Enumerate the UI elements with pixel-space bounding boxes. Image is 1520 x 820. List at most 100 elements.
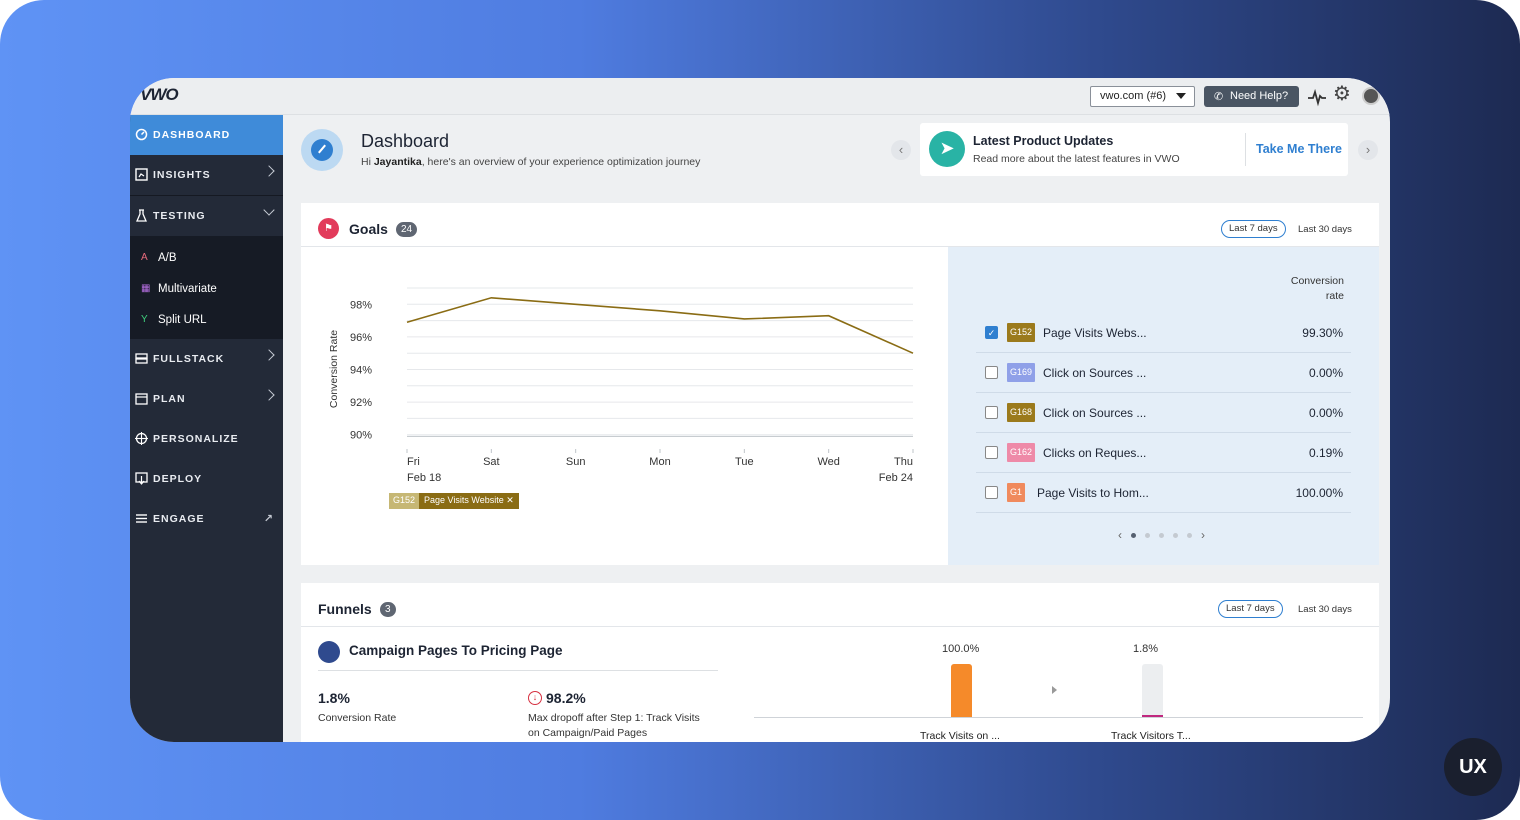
sidebar-item-label: DEPLOY (153, 473, 203, 485)
vwo-logo[interactable]: VWO (140, 85, 179, 104)
page-dot[interactable] (1173, 532, 1178, 538)
top-bar: VWO vwo.com (#6) ✆ Need Help? ⚙ (130, 78, 1390, 115)
goal-checkbox[interactable] (985, 366, 998, 379)
divider (318, 670, 718, 671)
engage-icon (136, 514, 147, 523)
updates-next-button[interactable]: › (1358, 140, 1378, 160)
chart-y-tick-label: 98% (350, 299, 372, 311)
need-help-button[interactable]: ✆ Need Help? (1204, 86, 1299, 107)
chart-x-tick-label: Sat (483, 456, 500, 468)
user-avatar-icon[interactable] (1362, 87, 1380, 105)
step-arrow-icon (1052, 686, 1057, 694)
goal-row[interactable]: G1 Page Visits to Hom... 100.00% (976, 473, 1351, 513)
rocket-icon: ➤ (929, 131, 965, 167)
dashboard-gauge-icon (301, 129, 343, 171)
range-last-30-days[interactable]: Last 30 days (1298, 604, 1352, 615)
sidebar-subitem-ab[interactable]: A A/B (130, 242, 283, 273)
chart-x-tick-label: Wed (817, 456, 839, 468)
range-last-7-days[interactable]: Last 7 days (1218, 600, 1283, 618)
goals-list: Conversion rate ✓ G152 Page Visits Webs...… (948, 247, 1379, 565)
goal-name: Click on Sources ... (1043, 365, 1147, 380)
split-icon: Y (141, 314, 148, 325)
goal-checkbox[interactable] (985, 406, 998, 419)
goal-name: Page Visits to Hom... (1037, 485, 1149, 500)
funnel-step-bar[interactable] (951, 664, 972, 717)
chart-x-tick-label: Tue (735, 456, 754, 468)
sidebar-item-personalize[interactable]: PERSONALIZE (130, 419, 283, 459)
conversion-rate-label: Conversion Rate (318, 712, 397, 724)
legend-goal-id: G152 (389, 493, 420, 509)
goal-row[interactable]: G168 Click on Sources ... 0.00% (976, 393, 1351, 433)
sidebar-item-engage[interactable]: ENGAGE ↗ (130, 499, 283, 539)
range-last-7-days[interactable]: Last 7 days (1221, 220, 1286, 238)
sidebar: DASHBOARD INSIGHTS TESTING A A/B ▦ (130, 115, 283, 742)
page-dot[interactable] (1131, 532, 1136, 538)
phone-icon: ✆ (1214, 91, 1224, 103)
updates-subtitle: Read more about the latest features in V… (973, 153, 1180, 165)
goal-conversion-rate: 100.00% (1295, 485, 1343, 500)
goal-row[interactable]: G162 Clicks on Reques... 0.19% (976, 433, 1351, 473)
chart-legend-chip[interactable]: G152 Page Visits Website ✕ (389, 493, 519, 509)
sidebar-item-insights[interactable]: INSIGHTS (130, 155, 283, 195)
insights-icon (135, 168, 148, 181)
goal-checkbox[interactable] (985, 486, 998, 499)
goals-panel: ⚑ Goals 24 Last 7 days Last 30 days 98% 9… (301, 203, 1379, 565)
chevron-left-icon[interactable]: ‹ (1118, 528, 1122, 542)
page-dot[interactable] (1187, 532, 1192, 538)
dashboard-icon (135, 128, 148, 141)
account-selector[interactable]: vwo.com (#6) (1090, 86, 1195, 107)
calendar-icon (135, 393, 148, 405)
range-last-30-days[interactable]: Last 30 days (1298, 224, 1352, 235)
goal-row[interactable]: G169 Click on Sources ... 0.00% (976, 353, 1351, 393)
goal-id-badge: G169 (1007, 363, 1036, 382)
sidebar-subitem-split-url[interactable]: Y Split URL (130, 304, 283, 335)
chart-y-axis-label: Conversion Rate (328, 330, 340, 408)
multivariate-icon: ▦ (141, 283, 151, 294)
chart-x-tick-label: Mon (649, 456, 670, 468)
funnel-step-label: Track Visitors T... (1111, 730, 1191, 742)
sidebar-item-label: INSIGHTS (153, 169, 211, 181)
chevron-right-icon[interactable]: › (1201, 528, 1205, 542)
goal-conversion-rate: 0.19% (1308, 445, 1343, 460)
goal-id-badge: G162 (1007, 443, 1036, 462)
updates-prev-button[interactable]: ‹ (891, 140, 911, 160)
sidebar-item-testing[interactable]: TESTING (130, 196, 283, 236)
take-me-there-link[interactable]: Take Me There (1256, 142, 1342, 156)
gear-icon[interactable]: ⚙ (1333, 83, 1351, 105)
page-subtitle: Hi Jayantika, here's an overview of your… (361, 156, 701, 168)
pulse-icon[interactable] (1307, 87, 1327, 107)
funnel-step-bar[interactable] (1142, 715, 1163, 717)
subitem-label: A/B (158, 251, 177, 264)
funnels-count-badge: 3 (380, 602, 396, 617)
sidebar-item-label: DASHBOARD (153, 129, 231, 141)
goals-title: Goals (349, 221, 388, 237)
sidebar-subitem-multivariate[interactable]: ▦ Multivariate (130, 273, 283, 304)
sidebar-item-plan[interactable]: PLAN (130, 379, 283, 419)
sidebar-item-fullstack[interactable]: FULLSTACK (130, 339, 283, 379)
chevron-right-icon (263, 165, 275, 177)
page-dot[interactable] (1145, 532, 1150, 538)
subitem-label: Multivariate (158, 282, 217, 295)
sidebar-item-deploy[interactable]: DEPLOY (130, 459, 283, 499)
dropoff-description: Max dropoff after Step 1: Track Visits o… (528, 712, 700, 739)
conversion-rate-value: 1.8% (318, 690, 350, 706)
page-dot[interactable] (1159, 532, 1164, 538)
goals-pager: ‹ › (1118, 528, 1205, 542)
conversion-rate-column-header: Conversion rate (1290, 275, 1344, 302)
funnel-campaign-name[interactable]: Campaign Pages To Pricing Page (349, 643, 563, 658)
goal-name: Click on Sources ... (1043, 405, 1147, 420)
chart-x-tick-label: Fri (407, 456, 420, 468)
ux-badge: UX (1444, 738, 1502, 796)
sidebar-item-label: ENGAGE (153, 513, 205, 525)
caret-down-icon (1176, 93, 1186, 99)
funnel-step-label: Track Visits on ... (920, 730, 1000, 742)
app-window: VWO vwo.com (#6) ✆ Need Help? ⚙ DASHBOAR… (130, 78, 1390, 742)
goal-checkbox[interactable] (985, 446, 998, 459)
goal-id-badge: G168 (1007, 403, 1036, 422)
sidebar-item-dashboard[interactable]: DASHBOARD (130, 115, 283, 155)
funnels-header: Funnels 3 Last 7 days Last 30 days (301, 583, 1379, 627)
chevron-right-icon (263, 349, 275, 361)
goal-checkbox[interactable]: ✓ (985, 326, 998, 339)
goal-row[interactable]: ✓ G152 Page Visits Webs... 99.30% (976, 313, 1351, 353)
